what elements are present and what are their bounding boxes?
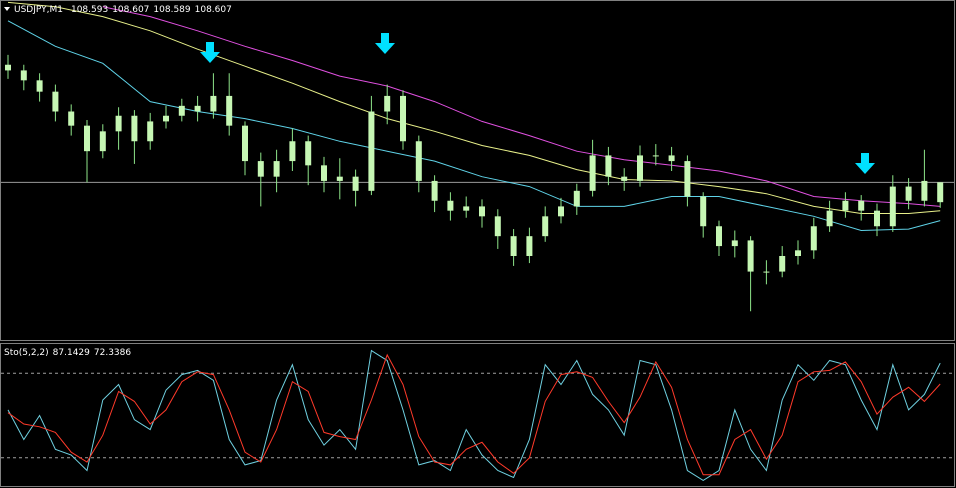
candle-body	[858, 200, 865, 211]
menu-triangle[interactable]	[4, 7, 10, 11]
candle-body	[147, 121, 154, 142]
candle-body	[510, 236, 517, 256]
header-value: USDJPY,M1	[14, 5, 63, 15]
header-value: 108.607	[112, 5, 149, 15]
candle-body	[384, 95, 391, 112]
candle-body	[305, 141, 312, 166]
candle-body	[68, 111, 75, 126]
candle-body	[352, 176, 359, 191]
candle-body	[700, 196, 707, 227]
candle-body	[84, 125, 90, 152]
candle-body	[336, 176, 343, 181]
header-value: 108.593	[71, 5, 108, 15]
candle-body	[226, 95, 233, 126]
candle-body	[115, 115, 122, 132]
candle-body	[526, 236, 533, 256]
candle-body	[716, 226, 722, 247]
candle-body	[447, 200, 454, 211]
moving-average	[102, 6, 941, 207]
indicator-header: Sto(5,2,2) 87.1429 72.3386	[4, 348, 131, 358]
candle-body	[779, 256, 786, 272]
candle-body	[289, 141, 296, 162]
indicator-value: 72.3386	[94, 348, 131, 358]
candle-body	[763, 271, 770, 273]
candle-body	[178, 105, 185, 116]
candle-body	[99, 131, 106, 152]
signal-arrow	[375, 33, 395, 54]
moving-average	[7, 1, 941, 214]
candle-body	[937, 182, 944, 203]
candle-body	[889, 186, 896, 227]
candle-body	[826, 210, 833, 227]
candle-body	[52, 91, 59, 112]
candle-body	[5, 64, 11, 71]
candle-body	[415, 141, 422, 181]
candle-body	[652, 155, 659, 157]
candle-body	[163, 115, 169, 122]
candle-body	[542, 216, 549, 237]
candle-body	[479, 206, 485, 217]
candle-body	[368, 111, 375, 191]
candle-body	[463, 206, 470, 211]
candle-body	[321, 165, 327, 181]
signal-arrow	[200, 42, 220, 63]
candle-body	[810, 226, 817, 251]
candle-body	[36, 80, 43, 92]
stochastic-line	[7, 349, 941, 481]
candle-body	[795, 250, 801, 256]
candle-body	[874, 210, 880, 227]
candle-body	[257, 161, 264, 177]
candle-body	[905, 186, 912, 201]
candle-body	[747, 240, 754, 272]
candle-body	[621, 176, 628, 181]
indicator-value: 87.1429	[53, 348, 90, 358]
symbol-header: USDJPY,M1 108.593 108.607 108.589 108.607	[14, 5, 232, 15]
moving-average	[7, 20, 941, 232]
candle-body	[431, 180, 438, 201]
candle-body	[921, 180, 928, 201]
signal-arrows	[200, 33, 875, 174]
candle-body	[400, 95, 406, 142]
sub-frame	[0, 343, 955, 487]
candle-body	[20, 70, 27, 81]
candle-body	[842, 200, 849, 211]
stochastic-line	[7, 353, 941, 476]
candle-body	[131, 115, 138, 142]
candle-body	[668, 155, 675, 162]
candle-body	[731, 240, 738, 247]
candle-body	[273, 161, 280, 177]
indicator-name: Sto(5,2,2)	[4, 348, 49, 358]
candle-body	[605, 155, 612, 177]
candle-body	[589, 155, 596, 191]
header-value: 108.607	[195, 5, 232, 15]
candle-body	[194, 105, 201, 112]
main-frame	[0, 0, 955, 341]
signal-arrow	[855, 153, 875, 174]
candle-body	[573, 190, 580, 207]
candle-body	[558, 206, 564, 217]
candle-body	[637, 155, 643, 181]
candle-body	[210, 95, 217, 112]
candle-body	[684, 161, 691, 197]
candle-body	[242, 125, 248, 162]
header-value: 108.589	[153, 5, 190, 15]
candle-body	[494, 216, 501, 237]
